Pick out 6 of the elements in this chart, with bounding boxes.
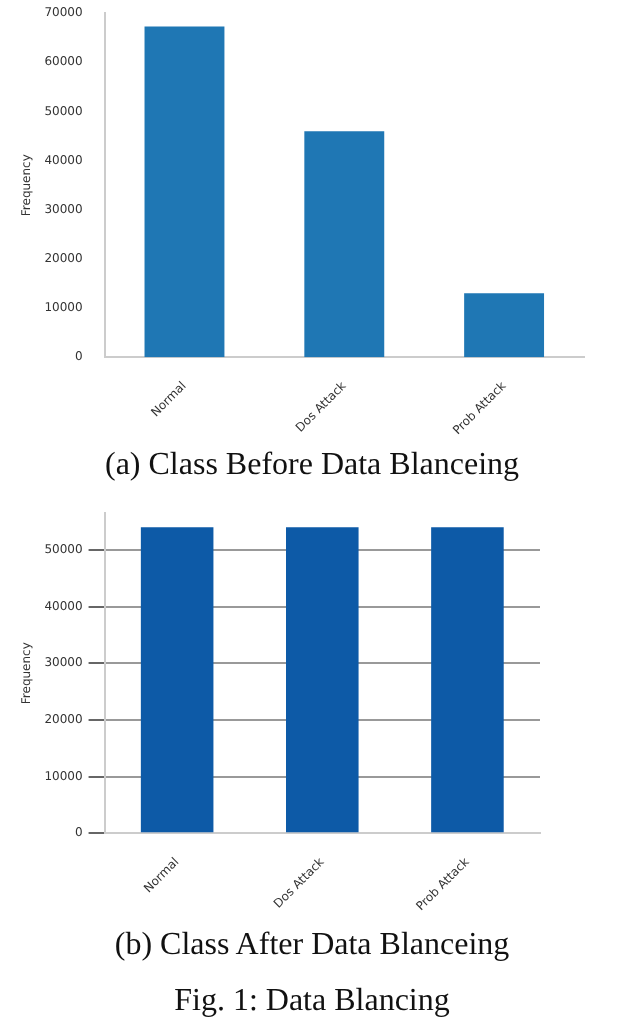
text: (b) Class After Data Blanceing: [112, 928, 512, 964]
bar: [304, 131, 385, 358]
caption: Fig. 1: Data Blancing: [172, 984, 452, 1020]
bar: [144, 26, 225, 358]
text: (a) Class Before Data Blanceing: [102, 448, 522, 484]
bar: [464, 293, 545, 358]
